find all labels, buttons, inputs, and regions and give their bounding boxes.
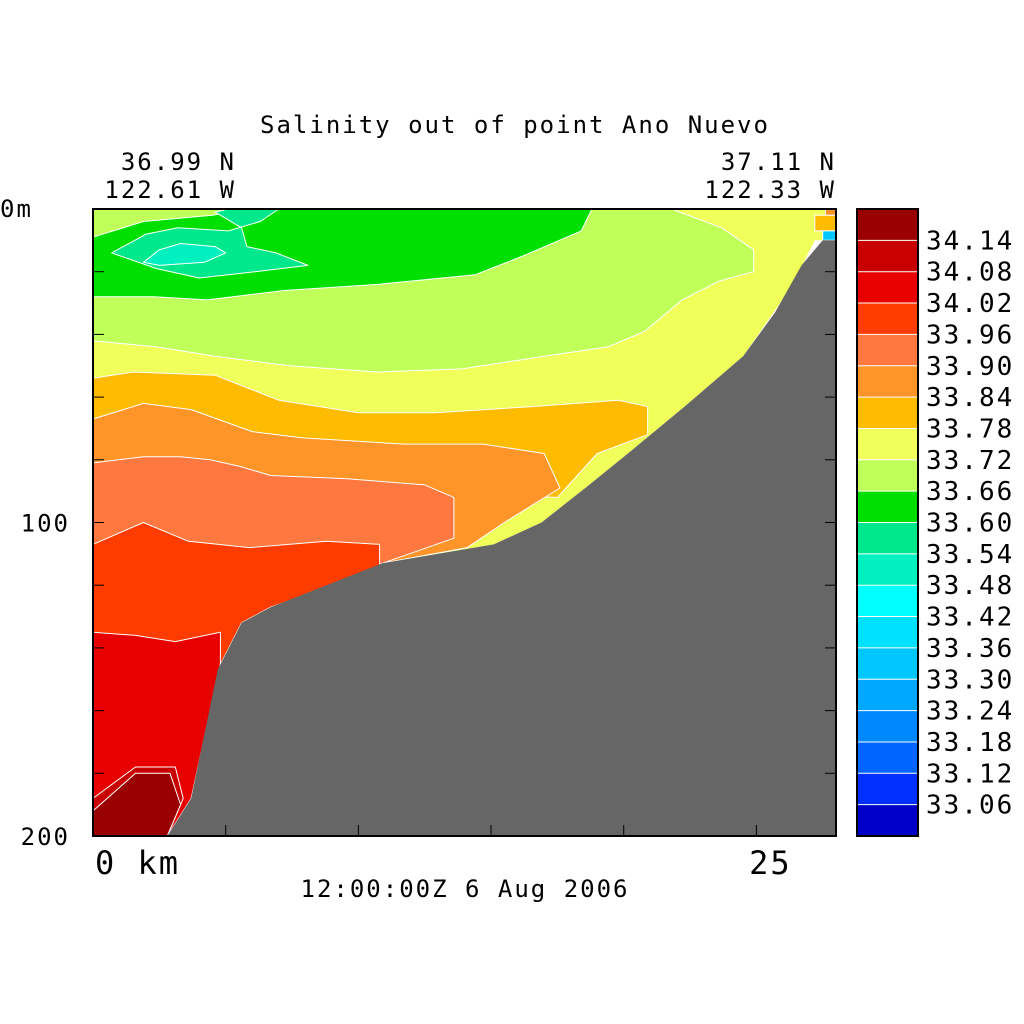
end-longitude: 122.33 W (704, 176, 836, 204)
colorbar-swatch (857, 365, 918, 398)
colorbar-label: 33.72 (926, 446, 1014, 476)
colorbar-label: 33.60 (926, 509, 1014, 539)
colorbar-swatch (857, 585, 918, 618)
end-latitude: 37.11 N (721, 148, 836, 176)
colorbar-swatch (857, 773, 918, 806)
colorbar: 34.1434.0834.0233.9633.9033.8433.7833.72… (856, 208, 1014, 837)
colorbar-swatch (857, 647, 918, 680)
colorbar-label: 33.48 (926, 571, 1014, 601)
colorbar-label: 33.18 (926, 728, 1014, 758)
colorbar-swatch (857, 679, 918, 712)
colorbar-label: 33.96 (926, 320, 1014, 350)
colorbar-swatch (857, 459, 918, 492)
colorbar-label: 33.66 (926, 477, 1014, 507)
colorbar-label: 33.36 (926, 634, 1014, 664)
colorbar-label: 33.54 (926, 540, 1014, 570)
colorbar-swatch (857, 334, 918, 367)
colorbar-label: 33.30 (926, 665, 1014, 695)
colorbar-swatch (857, 741, 918, 774)
colorbar-label: 34.02 (926, 289, 1014, 319)
x-tick-label: 0 km (95, 844, 180, 882)
start-latitude: 36.99 N (121, 148, 236, 176)
x-tick-label: 25 (749, 844, 792, 882)
colorbar-swatch (857, 271, 918, 304)
colorbar-label: 33.84 (926, 383, 1014, 413)
colorbar-label: 33.90 (926, 352, 1014, 382)
colorbar-swatch (857, 240, 918, 273)
colorbar-swatch (857, 209, 918, 241)
colorbar-swatch (857, 491, 918, 523)
colorbar-swatch (857, 804, 918, 837)
colorbar-swatch (857, 397, 918, 429)
colorbar-label: 33.24 (926, 697, 1014, 727)
plot-area (92, 208, 837, 837)
chart-title: Salinity out of point Ano Nuevo (260, 111, 770, 139)
colorbar-frame (856, 208, 919, 837)
salinity-region-33-78 (814, 214, 837, 232)
y-tick-label: 100 (21, 510, 70, 538)
salinity-region-33-30 (822, 230, 837, 241)
colorbar-swatch (857, 616, 918, 649)
y-tick-label: 200 (21, 823, 70, 851)
seafloor-bathymetry (167, 240, 837, 837)
start-longitude: 122.61 W (104, 176, 236, 204)
colorbar-swatch (857, 553, 918, 586)
colorbar-label: 33.42 (926, 603, 1014, 633)
colorbar-label: 34.14 (926, 226, 1014, 256)
colorbar-label: 33.78 (926, 414, 1014, 444)
colorbar-label: 33.12 (926, 759, 1014, 789)
colorbar-label: 34.08 (926, 258, 1014, 288)
colorbar-swatch (857, 303, 918, 335)
colorbar-swatch (857, 522, 918, 555)
salinity-region-33-48 (142, 243, 227, 266)
axes: 0m 100 200 0 km 25 (0, 195, 837, 882)
colorbar-swatch (857, 428, 918, 461)
colorbar-label: 33.06 (926, 791, 1014, 821)
timestamp: 12:00:00Z 6 Aug 2006 (301, 875, 630, 903)
colorbar-swatch (857, 710, 918, 743)
y-tick-label: 0m (0, 195, 33, 223)
